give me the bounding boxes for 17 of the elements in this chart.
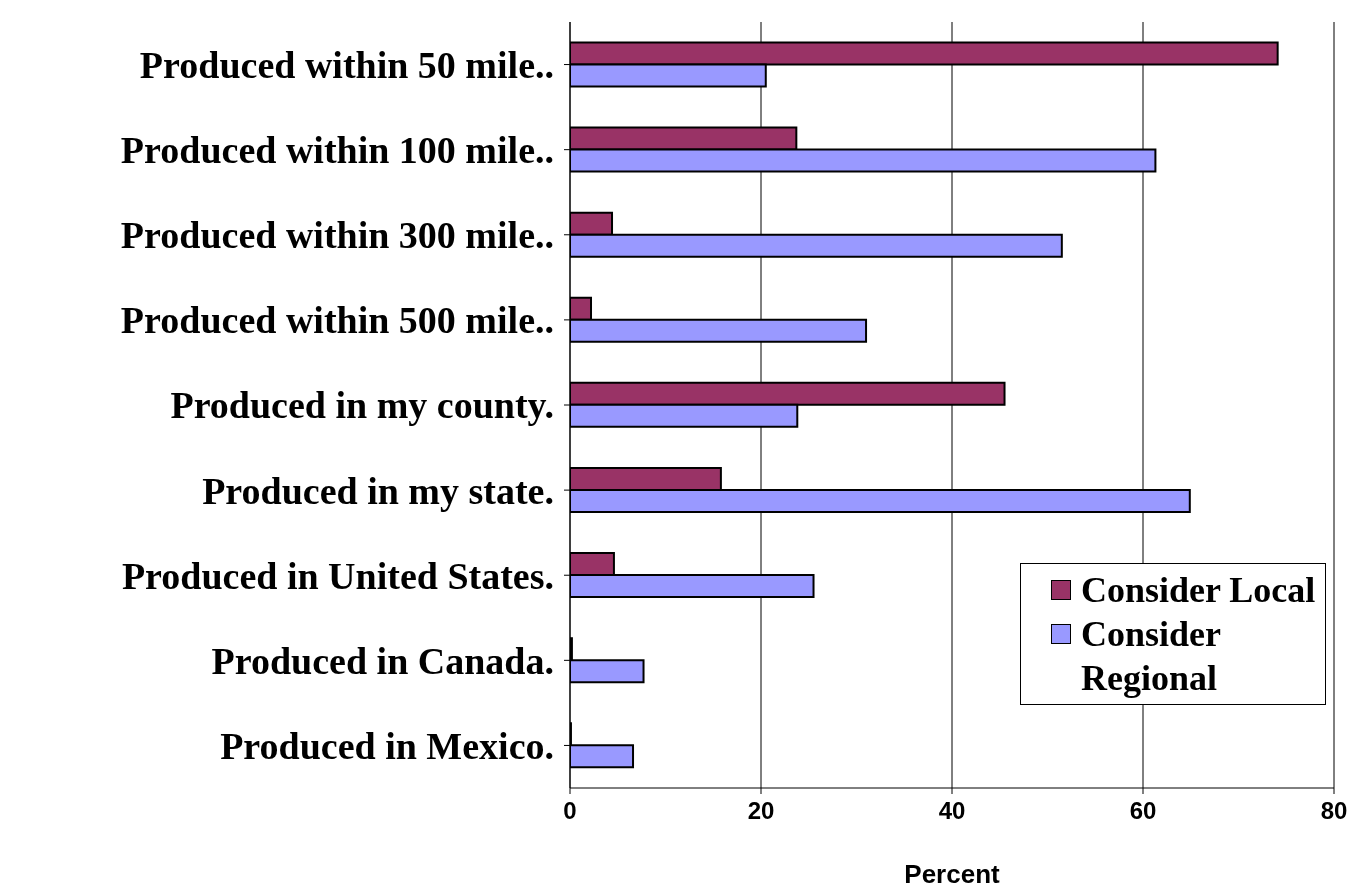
legend-label: Consider Local — [1081, 570, 1316, 610]
x-tick-label: 40 — [938, 797, 966, 825]
y-tick-label: Produced in my state. — [202, 469, 554, 512]
x-tick-label: 60 — [1129, 797, 1157, 825]
x-tick-label: 80 — [1320, 797, 1348, 825]
y-tick-label: Produced within 100 mile.. — [120, 129, 554, 172]
y-tick-label: Produced within 300 mile.. — [120, 214, 554, 257]
y-tick-label: Produced within 500 mile.. — [120, 299, 554, 342]
y-tick-label: Produced in Canada. — [211, 639, 554, 682]
x-tick-label: 0 — [563, 797, 577, 825]
x-axis-title: Percent — [904, 859, 1001, 889]
y-tick-label: Produced within 50 mile.. — [139, 44, 554, 87]
y-tick-label: Produced in my county. — [170, 384, 554, 427]
x-tick-label: 20 — [747, 797, 775, 825]
legend-label: Consider Regional — [1081, 614, 1221, 698]
y-tick-label: Produced in United States. — [121, 554, 554, 597]
y-tick-label: Produced in Mexico. — [220, 724, 554, 767]
